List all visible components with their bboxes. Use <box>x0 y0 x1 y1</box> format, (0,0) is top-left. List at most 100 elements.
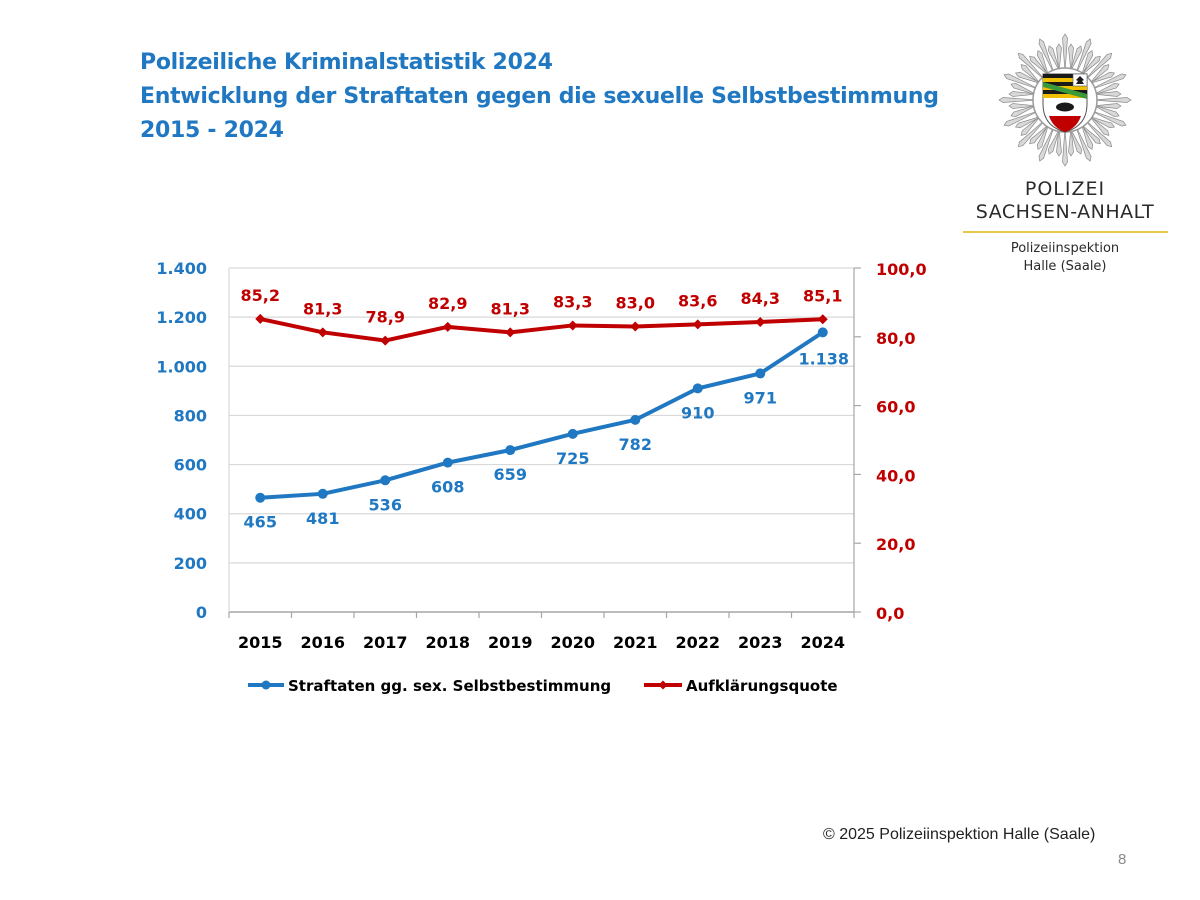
logo-text-state: SACHSEN-ANHALT <box>975 201 1155 223</box>
data-point-offenses <box>317 488 328 499</box>
slide-title: Polizeiliche Kriminalstatistik 2024 Entw… <box>140 46 939 148</box>
star-ray <box>1003 110 1040 127</box>
data-point-clearance-rate <box>505 327 516 338</box>
data-point-clearance-rate <box>817 314 828 325</box>
left-axis-tick-label: 800 <box>174 406 207 425</box>
star-ray <box>1088 115 1116 129</box>
data-point-offenses <box>255 492 266 503</box>
left-axis-tick-label: 0 <box>196 603 207 622</box>
left-axis-tick-label: 1.400 <box>156 259 207 278</box>
data-point-offenses <box>692 383 703 394</box>
star-ray <box>1036 49 1050 77</box>
star-ray <box>1038 125 1055 162</box>
right-axis-tick-label: 0,0 <box>876 604 904 623</box>
star-ray <box>1080 123 1101 145</box>
data-point-clearance-rate <box>630 321 641 332</box>
star-ray <box>1088 64 1110 85</box>
star-ray <box>1010 104 1038 118</box>
data-label-clearance-rate: 85,2 <box>241 286 280 305</box>
data-label-offenses: 608 <box>431 478 464 497</box>
star-ray <box>1017 52 1046 81</box>
data-point-clearance-rate <box>442 321 453 332</box>
star-ray <box>1062 33 1068 73</box>
title-line-1: Polizeiliche Kriminalstatistik 2024 <box>140 50 553 75</box>
police-star-icon <box>998 33 1132 167</box>
title-line-2: Entwicklung der Straftaten gegen die sex… <box>140 84 939 109</box>
data-point-offenses <box>380 475 391 486</box>
data-label-clearance-rate: 83,6 <box>678 291 717 310</box>
left-axis-tick-label: 1.000 <box>156 357 207 376</box>
star-ray <box>1084 119 1113 148</box>
police-logo: POLIZEI SACHSEN-ANHALT Polizeiinspektion… <box>955 30 1175 276</box>
star-ray <box>1029 123 1050 145</box>
star-ray <box>1008 91 1038 97</box>
star-ray <box>1069 127 1083 155</box>
coat-of-arms-icon <box>1042 73 1088 133</box>
data-label-clearance-rate: 82,9 <box>428 294 467 313</box>
star-ray <box>1088 115 1110 136</box>
data-point-clearance-rate <box>755 317 766 328</box>
star-ray <box>1088 71 1116 85</box>
logo-text-city: Halle (Saale) <box>1023 259 1107 274</box>
logo-text-polizei: POLIZEI <box>1024 178 1106 200</box>
star-ray <box>1084 52 1113 81</box>
star-ray <box>1038 38 1055 75</box>
star-ray <box>1069 45 1083 73</box>
data-label-clearance-rate: 83,3 <box>553 292 592 311</box>
data-point-offenses <box>505 445 516 456</box>
star-ray <box>1090 110 1127 127</box>
data-label-offenses: 1.138 <box>798 349 849 368</box>
star-ray <box>1020 115 1042 136</box>
star-ray <box>1092 82 1120 96</box>
star-ray <box>1075 125 1092 162</box>
right-axis-tick-label: 100,0 <box>876 260 927 279</box>
star-ray <box>1062 127 1068 167</box>
page-number: 8 <box>1118 851 1127 868</box>
legend-label-offenses: Straftaten gg. sex. Selbstbestimmung <box>288 677 611 695</box>
star-ray <box>998 97 1038 103</box>
star-ray <box>1080 123 1094 151</box>
star-ray <box>1075 38 1092 75</box>
star-ray <box>1020 64 1042 85</box>
data-label-clearance-rate: 85,1 <box>803 286 842 305</box>
data-label-offenses: 465 <box>244 513 277 532</box>
star-ray <box>1047 127 1061 155</box>
x-axis-tick-label: 2021 <box>613 633 658 652</box>
right-axis-tick-label: 60,0 <box>876 398 915 417</box>
star-ray <box>1068 43 1074 73</box>
star-ray <box>1014 115 1042 129</box>
data-point-clearance-rate <box>380 335 391 346</box>
data-point-offenses <box>755 368 766 379</box>
data-point-offenses <box>442 457 453 468</box>
data-point-clearance-rate <box>317 327 328 338</box>
star-ray <box>1017 119 1046 148</box>
data-label-clearance-rate: 78,9 <box>366 308 405 327</box>
star-ray <box>1010 82 1038 96</box>
star-ray <box>1014 71 1042 85</box>
legend-marker-offenses <box>261 680 271 690</box>
star-ray <box>1047 45 1061 73</box>
data-point-clearance-rate <box>567 320 578 331</box>
star-ray <box>1056 43 1062 73</box>
data-label-offenses: 536 <box>369 495 402 514</box>
star-ray <box>1092 91 1122 97</box>
data-point-clearance-rate <box>255 313 266 324</box>
star-ray <box>1092 97 1132 103</box>
data-label-clearance-rate: 84,3 <box>741 289 780 308</box>
legend-marker-clearance-rate <box>658 680 668 690</box>
left-axis-tick-label: 200 <box>174 554 207 573</box>
star-ray <box>1036 123 1050 151</box>
data-point-offenses <box>817 327 828 338</box>
data-label-offenses: 725 <box>556 449 589 468</box>
star-ray <box>1008 103 1038 109</box>
data-label-offenses: 971 <box>744 388 777 407</box>
right-axis-tick-label: 20,0 <box>876 535 915 554</box>
title-line-3: 2015 - 2024 <box>140 118 284 143</box>
star-ray <box>1090 73 1127 90</box>
logo-divider <box>962 231 1168 233</box>
data-label-clearance-rate: 81,3 <box>303 299 342 318</box>
star-ray <box>1068 127 1074 157</box>
x-axis-tick-label: 2023 <box>738 633 783 652</box>
series-line-clearance-rate <box>259 316 823 343</box>
data-label-offenses: 481 <box>306 509 339 528</box>
